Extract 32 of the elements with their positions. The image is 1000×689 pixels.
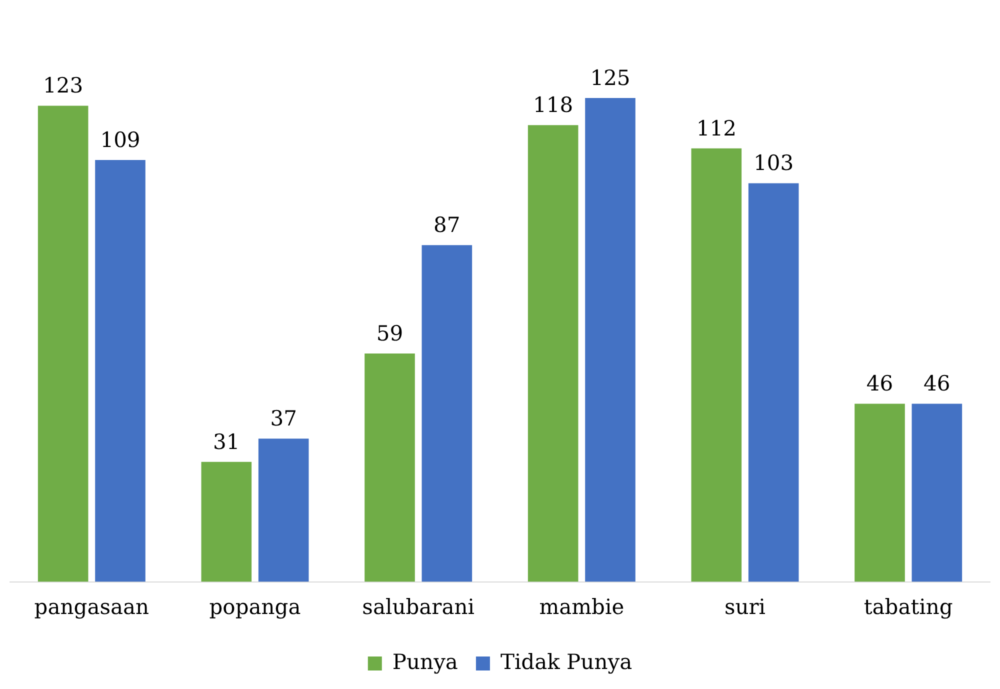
x-tick-label: tabating [864, 594, 953, 619]
data-label: 46 [866, 372, 894, 396]
data-label: 112 [696, 116, 736, 140]
bar [528, 125, 578, 582]
data-label: 118 [533, 93, 574, 118]
bar [364, 353, 415, 582]
x-tick-label: mambie [539, 594, 624, 619]
data-label: 109 [100, 128, 140, 152]
x-tick-label: popanga [209, 594, 301, 619]
bar [585, 98, 636, 582]
bar [38, 106, 88, 582]
data-label: 37 [270, 406, 297, 431]
data-label: 31 [213, 430, 240, 454]
data-label: 125 [590, 66, 630, 90]
bar [691, 148, 742, 582]
bar [748, 183, 799, 582]
data-label: 59 [376, 321, 404, 346]
bar [95, 160, 146, 582]
data-label: 87 [434, 213, 460, 238]
bar [258, 438, 309, 582]
bar [201, 462, 252, 582]
data-label: 123 [43, 74, 84, 98]
data-label: 103 [754, 151, 794, 176]
bar [912, 404, 962, 582]
legend-label: Tidak Punya [500, 650, 632, 674]
x-tick-label: salubarani [362, 594, 475, 619]
x-tick-label: suri [724, 594, 766, 619]
x-tick-label: pangasaan [34, 594, 150, 619]
legend-label: Punya [392, 650, 458, 674]
data-label: 46 [924, 372, 950, 396]
bar [854, 404, 905, 582]
bar [422, 245, 472, 582]
